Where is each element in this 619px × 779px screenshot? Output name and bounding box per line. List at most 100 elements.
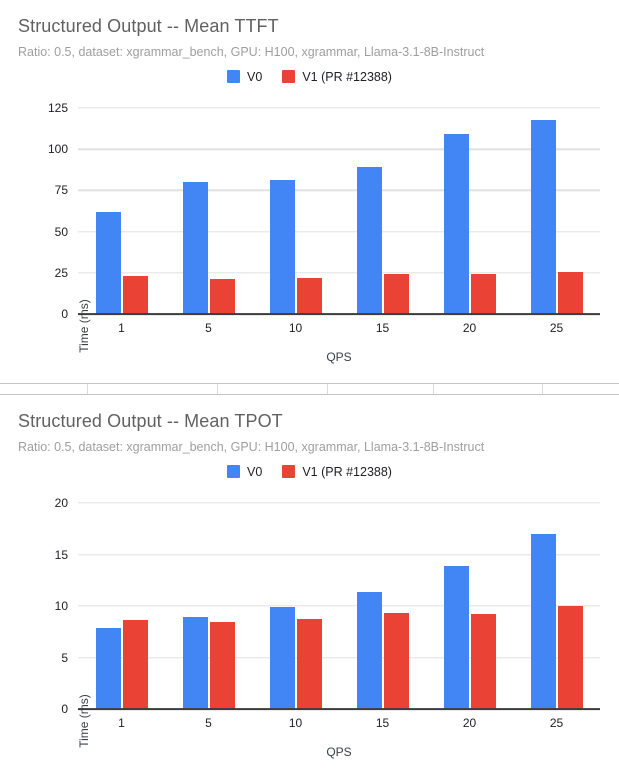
bar-v0-qps-20[interactable] (443, 565, 469, 709)
spreadsheet-row-divider (0, 383, 619, 395)
bar-group (426, 503, 513, 709)
x-axis-title: QPS (326, 745, 352, 759)
bar-v1-pr-12388-qps-25[interactable] (557, 271, 583, 314)
y-tick-label: 20 (54, 496, 68, 510)
x-tick-label: 5 (205, 716, 212, 730)
bar-v0-qps-25[interactable] (530, 120, 556, 314)
legend-swatch-icon (227, 465, 241, 478)
bar-group (252, 108, 339, 314)
spreadsheet-cell[interactable] (88, 384, 218, 394)
x-tick-label: 15 (375, 321, 390, 335)
legend-label: V0 (247, 69, 263, 84)
gridline (78, 553, 600, 556)
bar-v1-pr-12388-qps-10[interactable] (296, 277, 322, 314)
bar-v0-qps-10[interactable] (269, 179, 295, 314)
bar-v1-pr-12388-qps-10[interactable] (296, 619, 322, 709)
x-tick-label: 1 (118, 716, 125, 730)
y-tick-label: 15 (54, 547, 68, 562)
chart-title: Structured Output -- Mean TTFT (18, 16, 279, 36)
legend-swatch-icon (282, 465, 296, 478)
gridline (78, 107, 600, 109)
bar-group (252, 503, 339, 709)
x-tick-label: 15 (375, 716, 390, 730)
bar-v0-qps-10[interactable] (269, 607, 295, 709)
legend-swatch-icon (227, 70, 241, 83)
spreadsheet-cell[interactable] (543, 384, 619, 394)
bar-v0-qps-1[interactable] (95, 211, 121, 314)
gridline (78, 502, 600, 504)
legend-item-v0[interactable]: V0 (227, 70, 262, 84)
x-tick-label: 20 (462, 716, 477, 730)
y-tick-label: 100 (47, 142, 68, 157)
bar-v1-pr-12388-qps-15[interactable] (383, 613, 409, 709)
gridline (78, 272, 600, 274)
x-axis-line (78, 708, 600, 710)
bars-layer (78, 503, 600, 709)
legend-label: V1 (PR #12388) (302, 464, 392, 479)
x-tick-label: 25 (549, 321, 564, 335)
bar-v1-pr-12388-qps-20[interactable] (470, 274, 496, 314)
bar-group (78, 503, 165, 709)
chart-title: Structured Output -- Mean TPOT (18, 411, 283, 431)
plot-area: Time (ms) 0 25 50 75 100 125 (48, 102, 600, 353)
bar-v0-qps-25[interactable] (530, 533, 556, 709)
gridline (78, 656, 600, 659)
bar-group (513, 108, 600, 314)
legend-label: V0 (247, 464, 263, 479)
bar-v1-pr-12388-qps-20[interactable] (470, 614, 496, 709)
x-tick-labels: 1 5 10 15 20 25 (78, 320, 600, 336)
x-tick-label: 10 (288, 716, 303, 730)
plot-area: Time (ms) 0 5 10 15 20 (55, 497, 600, 748)
gridline (78, 189, 600, 192)
bar-v1-pr-12388-qps-25[interactable] (557, 606, 583, 709)
legend: V0 V1 (PR #12388) (0, 464, 619, 479)
gridline (78, 148, 600, 150)
x-tick-label: 20 (462, 321, 477, 335)
bar-group (339, 503, 426, 709)
ttft-chart[interactable]: Structured Output -- Mean TTFT Ratio: 0.… (0, 0, 619, 383)
x-tick-label: 25 (549, 716, 564, 730)
x-tick-label: 1 (118, 321, 125, 335)
bars-layer (78, 108, 600, 314)
bar-v0-qps-15[interactable] (356, 591, 382, 709)
legend-item-v1[interactable]: V1 (PR #12388) (282, 465, 392, 479)
y-tick-label: 50 (54, 224, 68, 239)
y-tick-label: 125 (47, 101, 68, 115)
spreadsheet-cell[interactable] (328, 384, 434, 394)
legend-item-v0[interactable]: V0 (227, 465, 262, 479)
x-tick-label: 10 (288, 321, 303, 335)
bar-v1-pr-12388-qps-15[interactable] (383, 274, 409, 314)
tpot-chart[interactable]: Structured Output -- Mean TPOT Ratio: 0.… (0, 395, 619, 779)
bar-v1-pr-12388-qps-5[interactable] (209, 278, 235, 314)
chart-subtitle: Ratio: 0.5, dataset: xgrammar_bench, GPU… (18, 45, 485, 59)
bar-v0-qps-15[interactable] (356, 167, 382, 314)
x-tick-label: 5 (205, 321, 212, 335)
legend: V0 V1 (PR #12388) (0, 69, 619, 84)
bar-v0-qps-20[interactable] (443, 134, 469, 314)
bar-group (165, 503, 252, 709)
y-tick-label: 5 (61, 650, 68, 665)
bar-v1-pr-12388-qps-1[interactable] (122, 276, 148, 314)
spreadsheet-cell[interactable] (0, 384, 88, 394)
bar-group (165, 108, 252, 314)
legend-label: V1 (PR #12388) (302, 69, 392, 84)
x-axis-line (78, 313, 600, 315)
legend-swatch-icon (282, 70, 296, 83)
bar-group (426, 108, 513, 314)
y-tick-label: 10 (54, 599, 68, 613)
gridline (78, 230, 600, 233)
bar-v0-qps-5[interactable] (182, 182, 208, 314)
x-tick-labels: 1 5 10 15 20 25 (78, 715, 600, 731)
bar-v1-pr-12388-qps-5[interactable] (209, 622, 235, 709)
spreadsheet-cell[interactable] (434, 384, 543, 394)
legend-item-v1[interactable]: V1 (PR #12388) (282, 70, 392, 84)
spreadsheet-cell[interactable] (218, 384, 328, 394)
bar-v0-qps-1[interactable] (95, 627, 121, 709)
y-tick-label: 0 (61, 702, 68, 716)
y-tick-label: 25 (54, 265, 68, 280)
bar-v0-qps-5[interactable] (182, 617, 208, 709)
y-tick-label: 0 (61, 307, 68, 321)
bar-v1-pr-12388-qps-1[interactable] (122, 620, 148, 709)
gridline (78, 605, 600, 607)
bar-group (513, 503, 600, 709)
